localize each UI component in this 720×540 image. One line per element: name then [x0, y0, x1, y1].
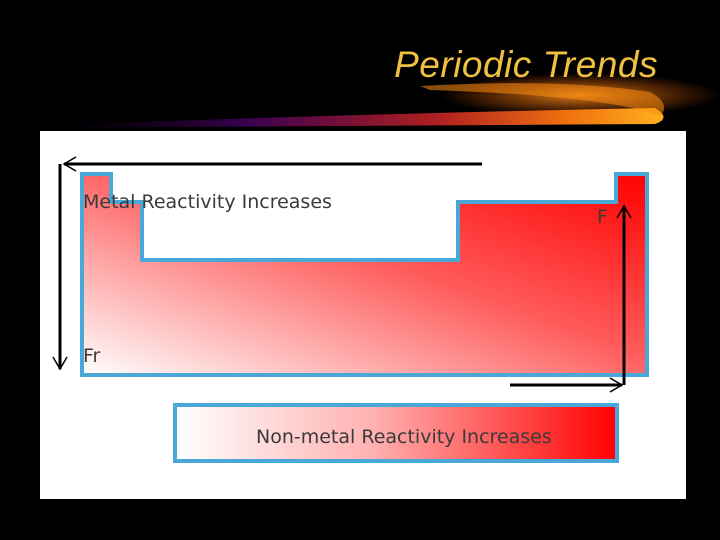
periodic-trends-diagram: Metal Reactivity Increases Non-metal Rea…	[52, 156, 649, 463]
diagram-panel: Metal Reactivity Increases Non-metal Rea…	[40, 131, 686, 499]
element-fr-label: Fr	[83, 345, 101, 367]
element-f-label: F	[597, 206, 608, 228]
title-swoosh-decoration	[20, 73, 720, 128]
slide-title: Periodic Trends	[394, 44, 658, 85]
metal-horizontal-arrow	[62, 156, 482, 172]
nonmetal-reactivity-bar	[173, 403, 619, 463]
nonmetal-horizontal-arrow	[510, 377, 624, 393]
periodic-table-shape	[80, 172, 649, 377]
metal-trend-label: Metal Reactivity Increases	[83, 191, 332, 213]
nonmetal-vertical-arrow	[616, 204, 632, 385]
nonmetal-trend-label: Non-metal Reactivity Increases	[256, 426, 552, 448]
metal-vertical-arrow	[52, 164, 68, 371]
